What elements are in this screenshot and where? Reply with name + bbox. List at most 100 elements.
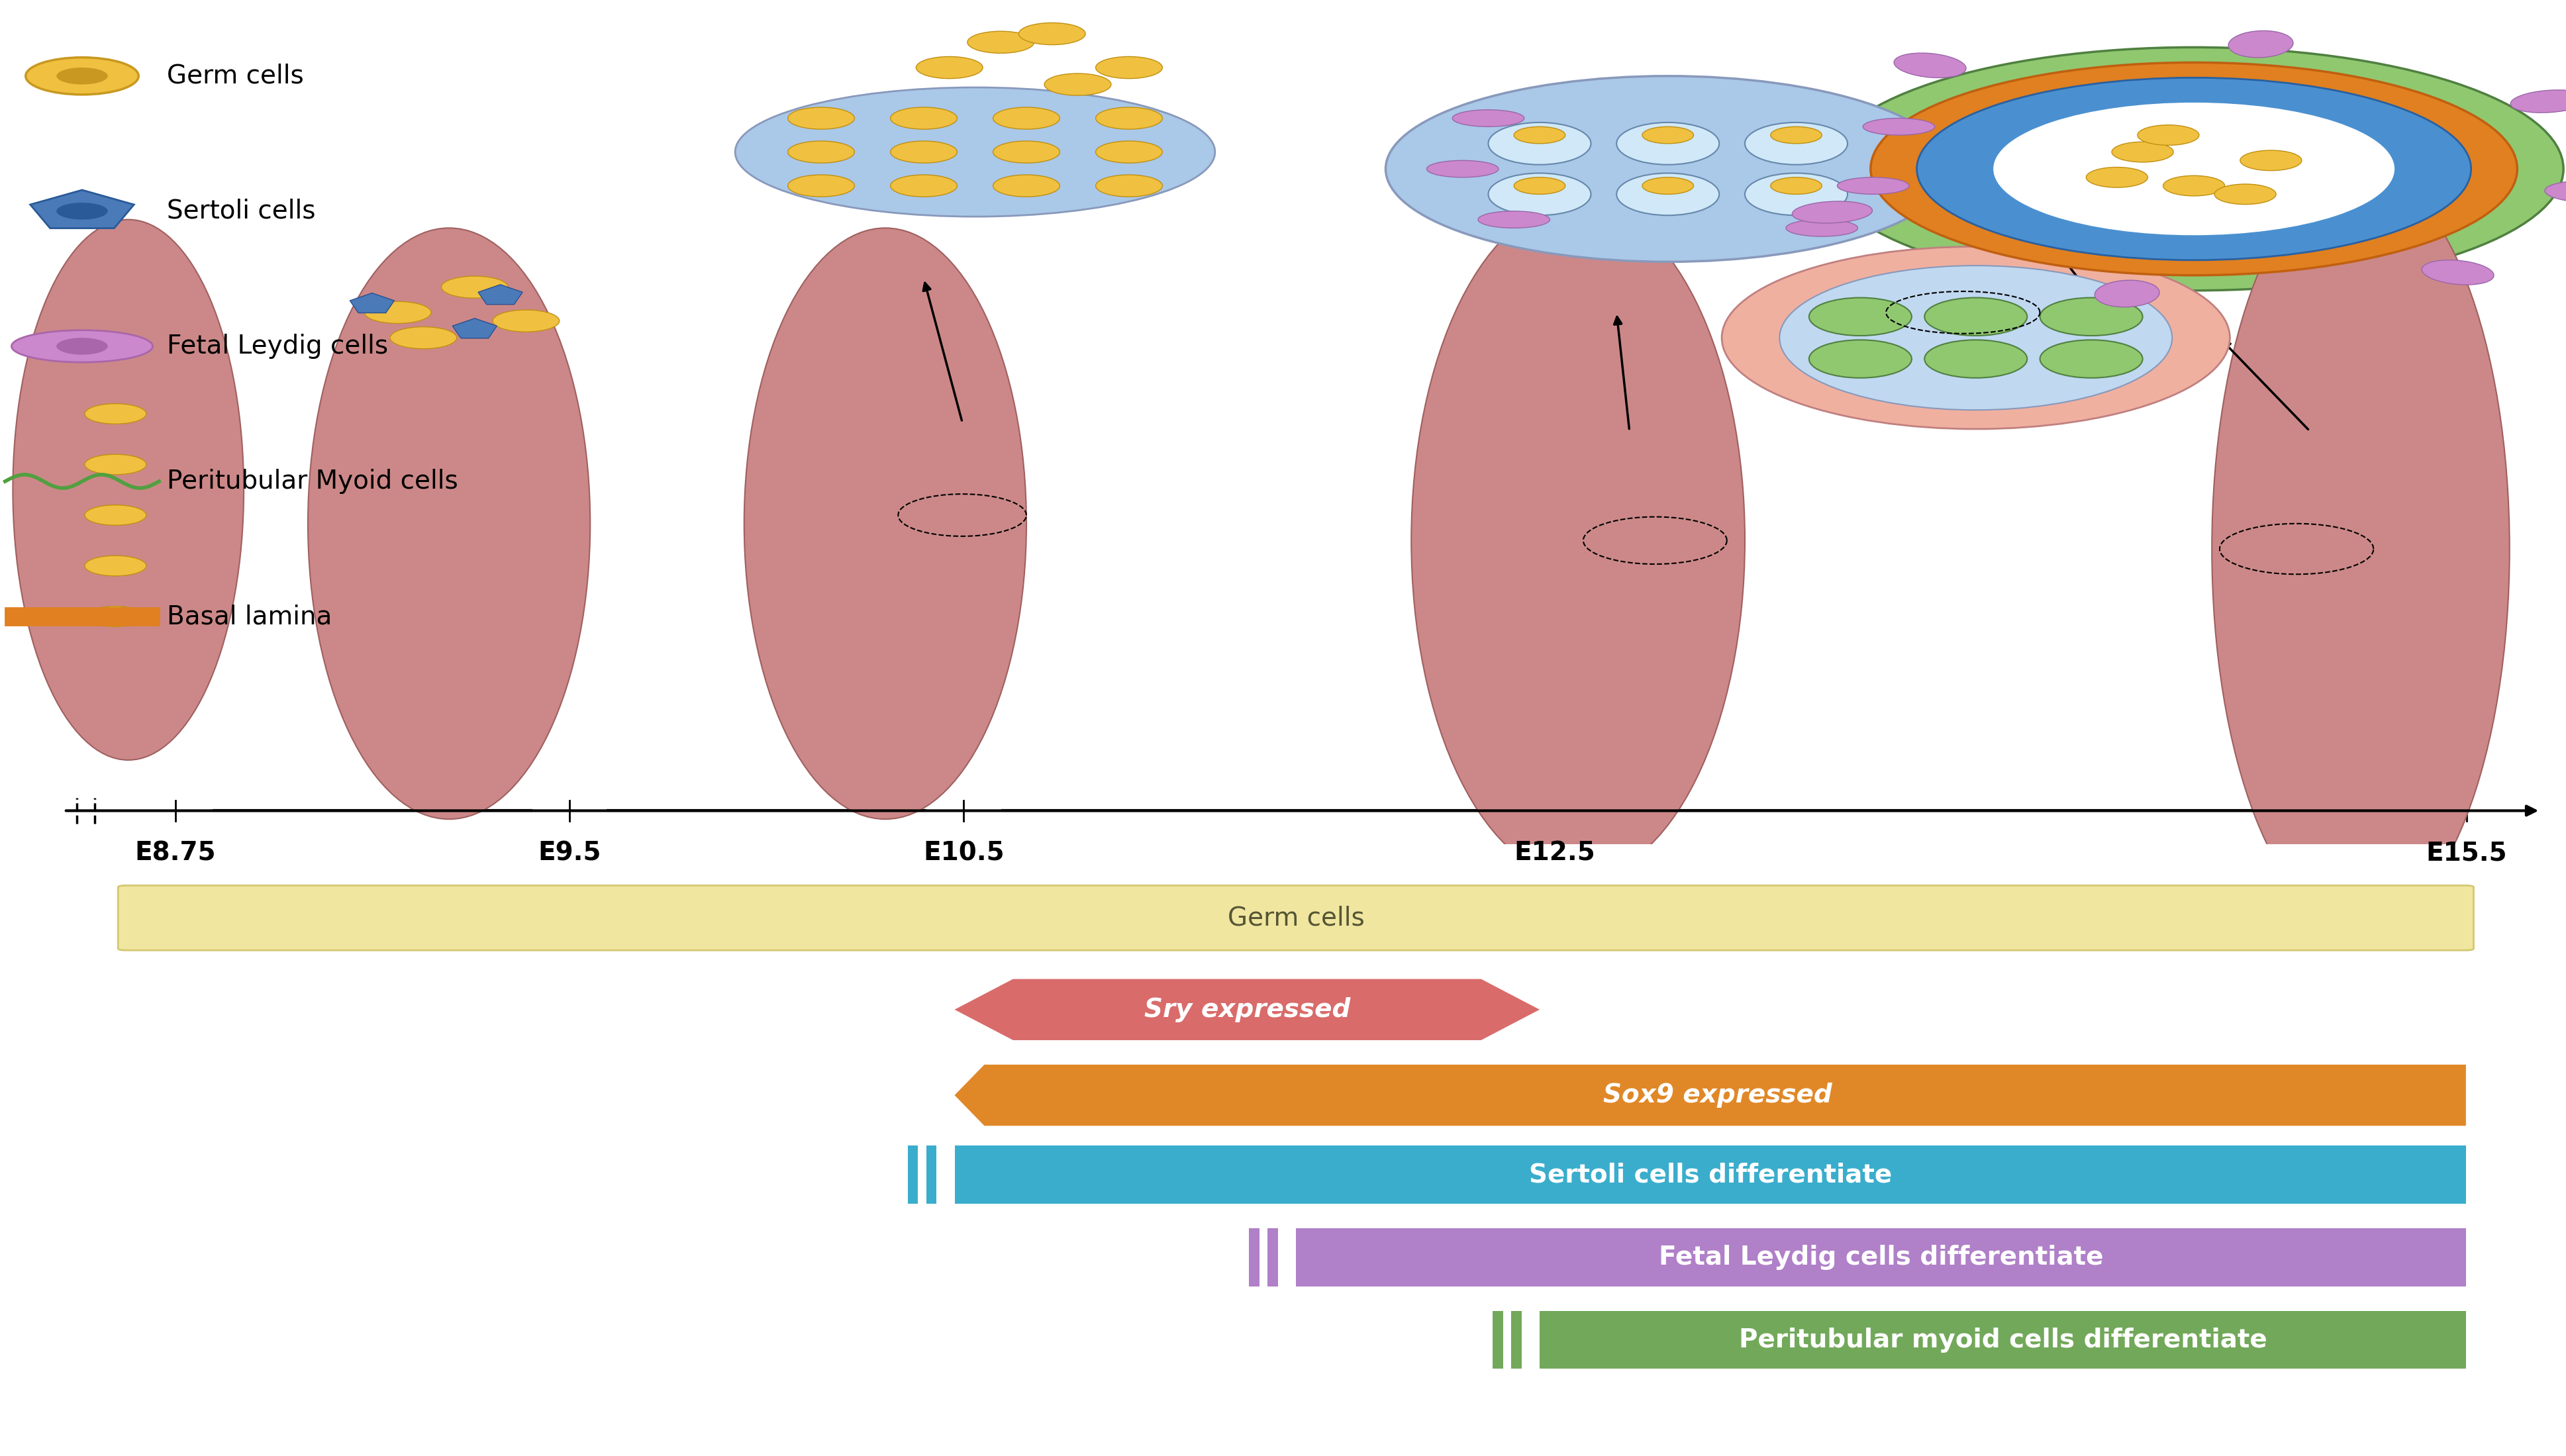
Polygon shape xyxy=(349,293,395,313)
Circle shape xyxy=(26,57,139,95)
Circle shape xyxy=(1019,23,1085,45)
FancyBboxPatch shape xyxy=(1540,1310,2466,1369)
Circle shape xyxy=(441,277,508,298)
Circle shape xyxy=(1642,127,1694,144)
Ellipse shape xyxy=(1488,122,1591,165)
Ellipse shape xyxy=(1427,160,1499,178)
Text: E8.75: E8.75 xyxy=(136,840,216,865)
FancyBboxPatch shape xyxy=(1493,1310,1504,1369)
Circle shape xyxy=(993,175,1060,197)
Circle shape xyxy=(2137,125,2199,146)
Circle shape xyxy=(890,108,957,130)
Text: Germ cells: Germ cells xyxy=(167,64,303,89)
Text: Peritubular Myoid cells: Peritubular Myoid cells xyxy=(167,469,457,494)
Circle shape xyxy=(2214,183,2276,204)
FancyBboxPatch shape xyxy=(1511,1310,1522,1369)
Text: E9.5: E9.5 xyxy=(539,840,600,865)
Ellipse shape xyxy=(2040,339,2143,379)
Circle shape xyxy=(1514,178,1565,194)
Circle shape xyxy=(1642,178,1694,194)
Ellipse shape xyxy=(1809,297,1912,336)
Ellipse shape xyxy=(1617,173,1719,215)
Text: Peritubular myoid cells differentiate: Peritubular myoid cells differentiate xyxy=(1740,1328,2266,1353)
FancyBboxPatch shape xyxy=(1250,1229,1260,1286)
Ellipse shape xyxy=(13,220,244,760)
Circle shape xyxy=(493,310,559,332)
Ellipse shape xyxy=(1617,122,1719,165)
Text: Germ cells: Germ cells xyxy=(1227,906,1365,930)
Circle shape xyxy=(2086,167,2148,188)
Text: Sertoli cells: Sertoli cells xyxy=(167,198,316,224)
Ellipse shape xyxy=(736,87,1216,217)
Ellipse shape xyxy=(1488,173,1591,215)
Circle shape xyxy=(2240,150,2302,170)
Circle shape xyxy=(56,202,108,220)
Circle shape xyxy=(2112,141,2173,162)
Ellipse shape xyxy=(2510,90,2566,112)
Ellipse shape xyxy=(308,229,590,820)
Circle shape xyxy=(788,108,854,130)
Circle shape xyxy=(56,338,108,355)
Text: Sox9 expressed: Sox9 expressed xyxy=(1604,1083,1832,1108)
Ellipse shape xyxy=(2212,169,2510,929)
FancyBboxPatch shape xyxy=(955,1146,2466,1204)
FancyBboxPatch shape xyxy=(1268,1229,1278,1286)
Text: Fetal Leydig cells differentiate: Fetal Leydig cells differentiate xyxy=(1658,1245,2104,1270)
FancyBboxPatch shape xyxy=(5,609,159,625)
Ellipse shape xyxy=(1791,201,1873,223)
Circle shape xyxy=(85,454,146,475)
Polygon shape xyxy=(955,1064,2466,1125)
Circle shape xyxy=(1994,103,2394,234)
Ellipse shape xyxy=(1745,173,1848,215)
FancyBboxPatch shape xyxy=(908,1146,919,1204)
Circle shape xyxy=(788,175,854,197)
Ellipse shape xyxy=(2545,181,2566,202)
Ellipse shape xyxy=(1781,265,2171,411)
Circle shape xyxy=(85,606,146,626)
Ellipse shape xyxy=(1478,211,1550,229)
Circle shape xyxy=(916,57,983,79)
Ellipse shape xyxy=(1837,178,1909,194)
Circle shape xyxy=(1096,141,1162,163)
Polygon shape xyxy=(452,319,498,338)
Circle shape xyxy=(967,31,1034,54)
Polygon shape xyxy=(477,284,523,304)
Circle shape xyxy=(993,108,1060,130)
Ellipse shape xyxy=(2227,31,2294,58)
Ellipse shape xyxy=(1871,63,2517,275)
Polygon shape xyxy=(31,191,133,229)
Circle shape xyxy=(364,301,431,323)
Circle shape xyxy=(56,67,108,84)
Text: E15.5: E15.5 xyxy=(2425,840,2507,865)
Text: Sry expressed: Sry expressed xyxy=(1144,997,1350,1022)
Ellipse shape xyxy=(1745,122,1848,165)
Ellipse shape xyxy=(1863,118,1935,135)
Ellipse shape xyxy=(744,229,1026,820)
Circle shape xyxy=(85,505,146,526)
Text: E12.5: E12.5 xyxy=(1514,840,1596,865)
FancyBboxPatch shape xyxy=(926,1146,937,1204)
Text: Fetal Leydig cells: Fetal Leydig cells xyxy=(167,333,387,358)
Circle shape xyxy=(890,141,957,163)
Circle shape xyxy=(890,175,957,197)
Circle shape xyxy=(390,326,457,349)
Circle shape xyxy=(788,141,854,163)
Ellipse shape xyxy=(2094,280,2161,307)
Ellipse shape xyxy=(1722,246,2230,430)
Ellipse shape xyxy=(1894,52,1966,77)
Polygon shape xyxy=(955,978,1540,1040)
Ellipse shape xyxy=(2040,297,2143,336)
Circle shape xyxy=(1771,127,1822,144)
Circle shape xyxy=(1044,73,1111,96)
Ellipse shape xyxy=(1411,202,1745,878)
FancyBboxPatch shape xyxy=(118,885,2474,951)
Circle shape xyxy=(85,556,146,577)
Text: E10.5: E10.5 xyxy=(924,840,1003,865)
Ellipse shape xyxy=(2422,261,2494,285)
Ellipse shape xyxy=(1924,339,2027,379)
FancyBboxPatch shape xyxy=(1296,1229,2466,1286)
Circle shape xyxy=(2163,176,2225,197)
Ellipse shape xyxy=(13,331,154,363)
Ellipse shape xyxy=(1786,220,1858,236)
Circle shape xyxy=(85,403,146,424)
